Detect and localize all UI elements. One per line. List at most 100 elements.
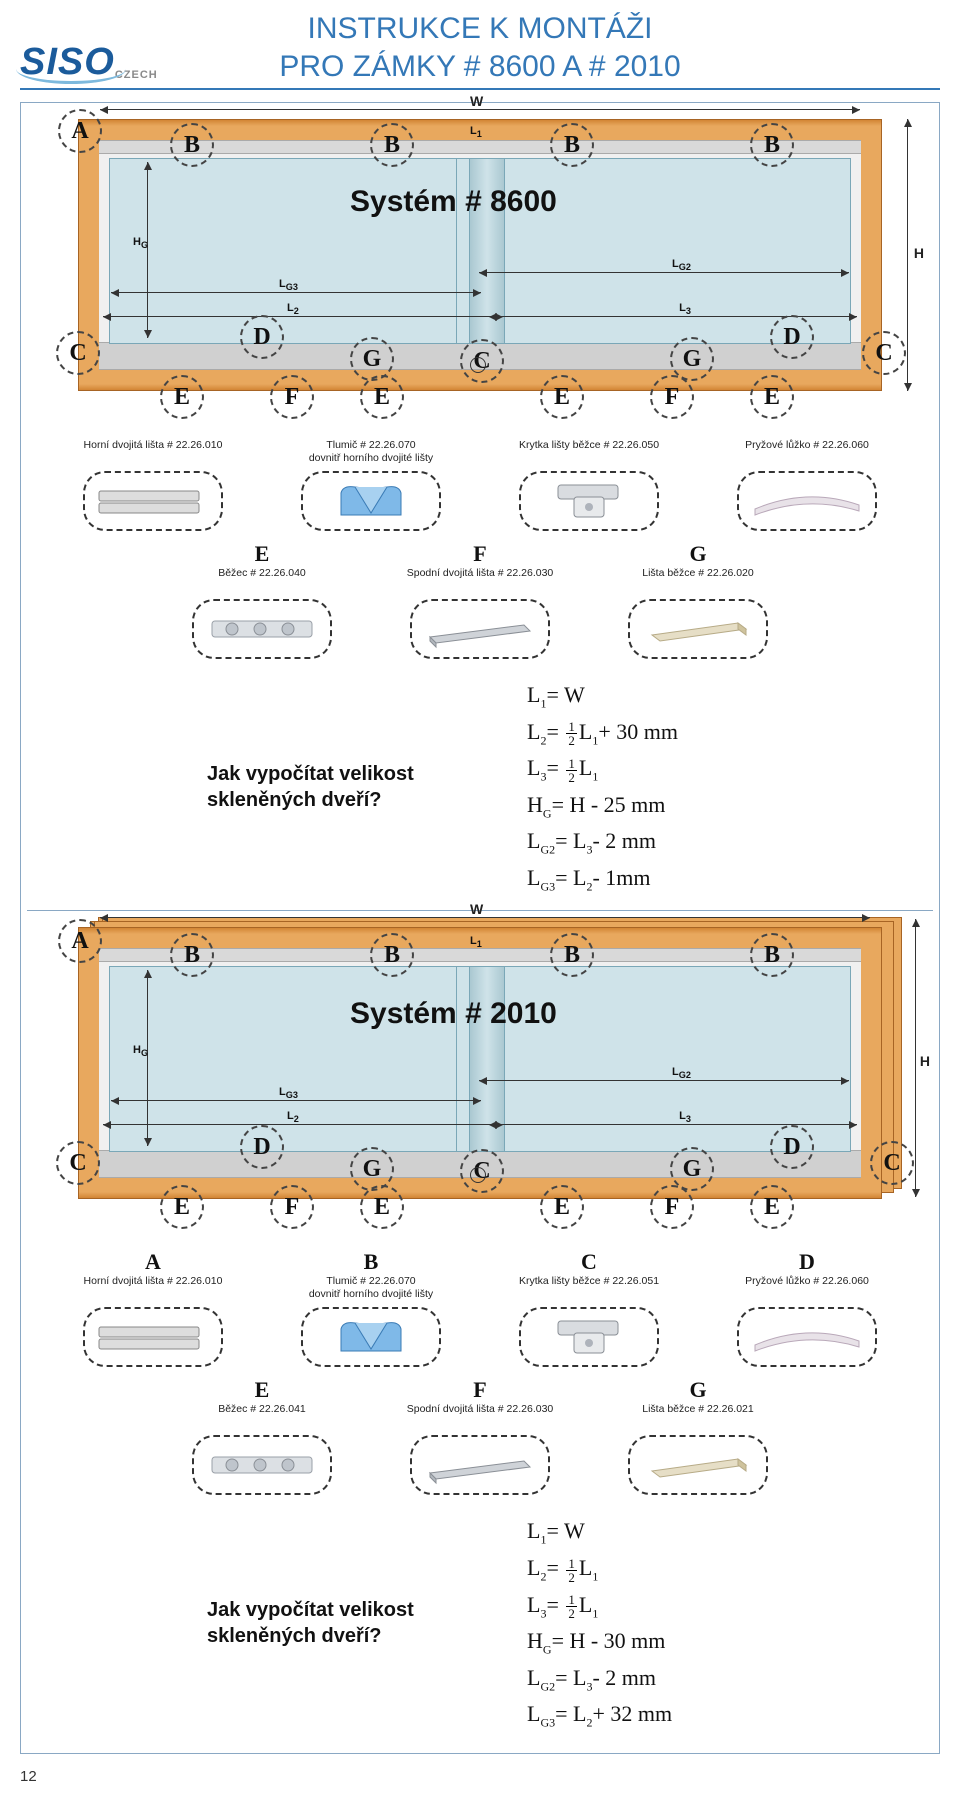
part-letter: E bbox=[177, 1377, 347, 1403]
formulas-2010: L1= W L2= 12L1 L3= 12L1 HG= H - 30 mm LG… bbox=[527, 1513, 672, 1732]
page-number: 12 bbox=[20, 1768, 940, 1785]
marker-e: E bbox=[360, 1185, 404, 1229]
part-letter: G bbox=[613, 1377, 783, 1403]
title-line-2: PRO ZÁMKY # 8600 A # 2010 bbox=[20, 48, 940, 86]
part-G: GLišta běžce # 22.26.020 bbox=[613, 541, 783, 659]
part-label: Krytka lišty běžce # 22.26.051 bbox=[504, 1275, 674, 1301]
parts-2010-row1: AHorní dvojitá lišta # 22.26.010 BTlumič … bbox=[27, 1249, 933, 1367]
part-image bbox=[410, 1435, 550, 1495]
marker-e: E bbox=[540, 1185, 584, 1229]
part-E: EBěžec # 22.26.040 bbox=[177, 541, 347, 659]
part-label: Krytka lišty běžce # 22.26.050 bbox=[504, 439, 674, 465]
part-letter: B bbox=[286, 1249, 456, 1275]
parts-8600-row1: Horní dvojitá lišta # 22.26.010 Tlumič # … bbox=[27, 439, 933, 531]
part-image bbox=[737, 1307, 877, 1367]
marker-b: B bbox=[750, 123, 794, 167]
dim-lg3: LG3 bbox=[279, 278, 298, 292]
marker-f: F bbox=[650, 1185, 694, 1229]
dim-h-a: H bbox=[914, 245, 924, 261]
part-label: Horní dvojitá lišta # 22.26.010 bbox=[68, 1275, 238, 1301]
marker-f: F bbox=[270, 375, 314, 419]
calc-8600: Jak vypočítat velikost skleněných dveří?… bbox=[27, 677, 933, 896]
calc-question-2: Jak vypočítat velikost skleněných dveří? bbox=[207, 1597, 467, 1649]
part-image bbox=[519, 471, 659, 531]
part-label: Lišta běžce # 22.26.020 bbox=[613, 567, 783, 593]
part-letter: F bbox=[395, 541, 565, 567]
part-letter: D bbox=[722, 1249, 892, 1275]
part-image bbox=[83, 471, 223, 531]
calc-2010: Jak vypočítat velikost skleněných dveří?… bbox=[27, 1513, 933, 1732]
marker-a: A bbox=[58, 109, 102, 153]
part-label: Tlumič # 22.26.070dovnitř horního dvojit… bbox=[286, 1275, 456, 1301]
marker-b: B bbox=[550, 123, 594, 167]
part-G: GLišta běžce # 22.26.021 bbox=[613, 1377, 783, 1495]
part-image bbox=[410, 599, 550, 659]
part-image bbox=[301, 1307, 441, 1367]
system-title-2010: Systém # 2010 bbox=[350, 997, 557, 1031]
dim-l3-b: L3 bbox=[679, 1110, 691, 1124]
marker-e: E bbox=[360, 375, 404, 419]
marker-b: B bbox=[370, 123, 414, 167]
marker-g: G bbox=[350, 337, 394, 381]
diagram-2010: LG3 LG2 L2 L3 HG W L1 H Systém # 2010 A … bbox=[50, 917, 910, 1235]
part-label: Spodní dvojitá lišta # 22.26.030 bbox=[395, 567, 565, 593]
part-image bbox=[192, 1435, 332, 1495]
part-label: Pryžové lůžko # 22.26.060 bbox=[722, 439, 892, 465]
marker-e: E bbox=[160, 1185, 204, 1229]
marker-c: C bbox=[56, 331, 100, 375]
system-title-8600: Systém # 8600 bbox=[350, 185, 557, 219]
dim-h-b: H bbox=[920, 1053, 930, 1069]
marker-e: E bbox=[750, 375, 794, 419]
part-image bbox=[737, 471, 877, 531]
marker-d: D bbox=[240, 315, 284, 359]
part-letter: C bbox=[504, 1249, 674, 1275]
content-frame: LG3 LG2 L2 L3 HG W L1 H Systém # 8600 bbox=[20, 102, 940, 1754]
part-F: FSpodní dvojitá lišta # 22.26.030 bbox=[395, 541, 565, 659]
marker-g: G bbox=[670, 337, 714, 381]
part-E: EBěžec # 22.26.041 bbox=[177, 1377, 347, 1495]
marker-c: C bbox=[862, 331, 906, 375]
part-letter: G bbox=[613, 541, 783, 567]
part-A: AHorní dvojitá lišta # 22.26.010 bbox=[68, 1249, 238, 1367]
part-letter: F bbox=[395, 1377, 565, 1403]
part-letter: E bbox=[177, 541, 347, 567]
part-label: Pryžové lůžko # 22.26.060 bbox=[722, 1275, 892, 1301]
dim-w-a: W bbox=[470, 93, 483, 109]
part-letter: A bbox=[68, 1249, 238, 1275]
part-image bbox=[83, 1307, 223, 1367]
calc-question-1: Jak vypočítat velikost skleněných dveří? bbox=[207, 761, 467, 813]
part-F: FSpodní dvojitá lišta # 22.26.030 bbox=[395, 1377, 565, 1495]
part-label: Lišta běžce # 22.26.021 bbox=[613, 1403, 783, 1429]
formulas-8600: L1= W L2= 12L1+ 30 mm L3= 12L1 HG= H - 2… bbox=[527, 677, 678, 896]
part-D: Pryžové lůžko # 22.26.060 bbox=[722, 439, 892, 531]
dim-lg2-b: LG2 bbox=[672, 1066, 691, 1080]
title-line-1: INSTRUKCE K MONTÁŽI bbox=[20, 10, 940, 48]
part-label: Běžec # 22.26.040 bbox=[177, 567, 347, 593]
dim-hg-a: HG bbox=[133, 236, 148, 250]
marker-f: F bbox=[650, 375, 694, 419]
part-image bbox=[301, 471, 441, 531]
part-label: Horní dvojitá lišta # 22.26.010 bbox=[68, 439, 238, 465]
page-header: SISOCZECH INSTRUKCE K MONTÁŽI PRO ZÁMKY … bbox=[20, 10, 940, 90]
part-image bbox=[192, 599, 332, 659]
dim-hg-b: HG bbox=[133, 1044, 148, 1058]
part-C: CKrytka lišty běžce # 22.26.051 bbox=[504, 1249, 674, 1367]
marker-f: F bbox=[270, 1185, 314, 1229]
parts-8600-row2: EBěžec # 22.26.040 FSpodní dvojitá lišta … bbox=[27, 541, 933, 659]
dim-l2-a: L2 bbox=[287, 302, 299, 316]
part-C: Krytka lišty běžce # 22.26.050 bbox=[504, 439, 674, 531]
part-label: Spodní dvojitá lišta # 22.26.030 bbox=[395, 1403, 565, 1429]
dim-lg3-b: LG3 bbox=[279, 1086, 298, 1100]
marker-b: B bbox=[170, 123, 214, 167]
part-B: Tlumič # 22.26.070dovnitř horního dvojit… bbox=[286, 439, 456, 531]
part-label: Běžec # 22.26.041 bbox=[177, 1403, 347, 1429]
part-image bbox=[628, 1435, 768, 1495]
dim-l1-a: L1 bbox=[470, 125, 482, 139]
diagram-8600: LG3 LG2 L2 L3 HG W L1 H Systém # 8600 bbox=[50, 115, 910, 425]
dim-lg2: LG2 bbox=[672, 258, 691, 272]
dim-l1-b: L1 bbox=[470, 935, 482, 949]
marker-e: E bbox=[160, 375, 204, 419]
logo: SISOCZECH bbox=[20, 41, 158, 84]
lock-indicator-icon bbox=[470, 357, 486, 373]
part-D: DPryžové lůžko # 22.26.060 bbox=[722, 1249, 892, 1367]
